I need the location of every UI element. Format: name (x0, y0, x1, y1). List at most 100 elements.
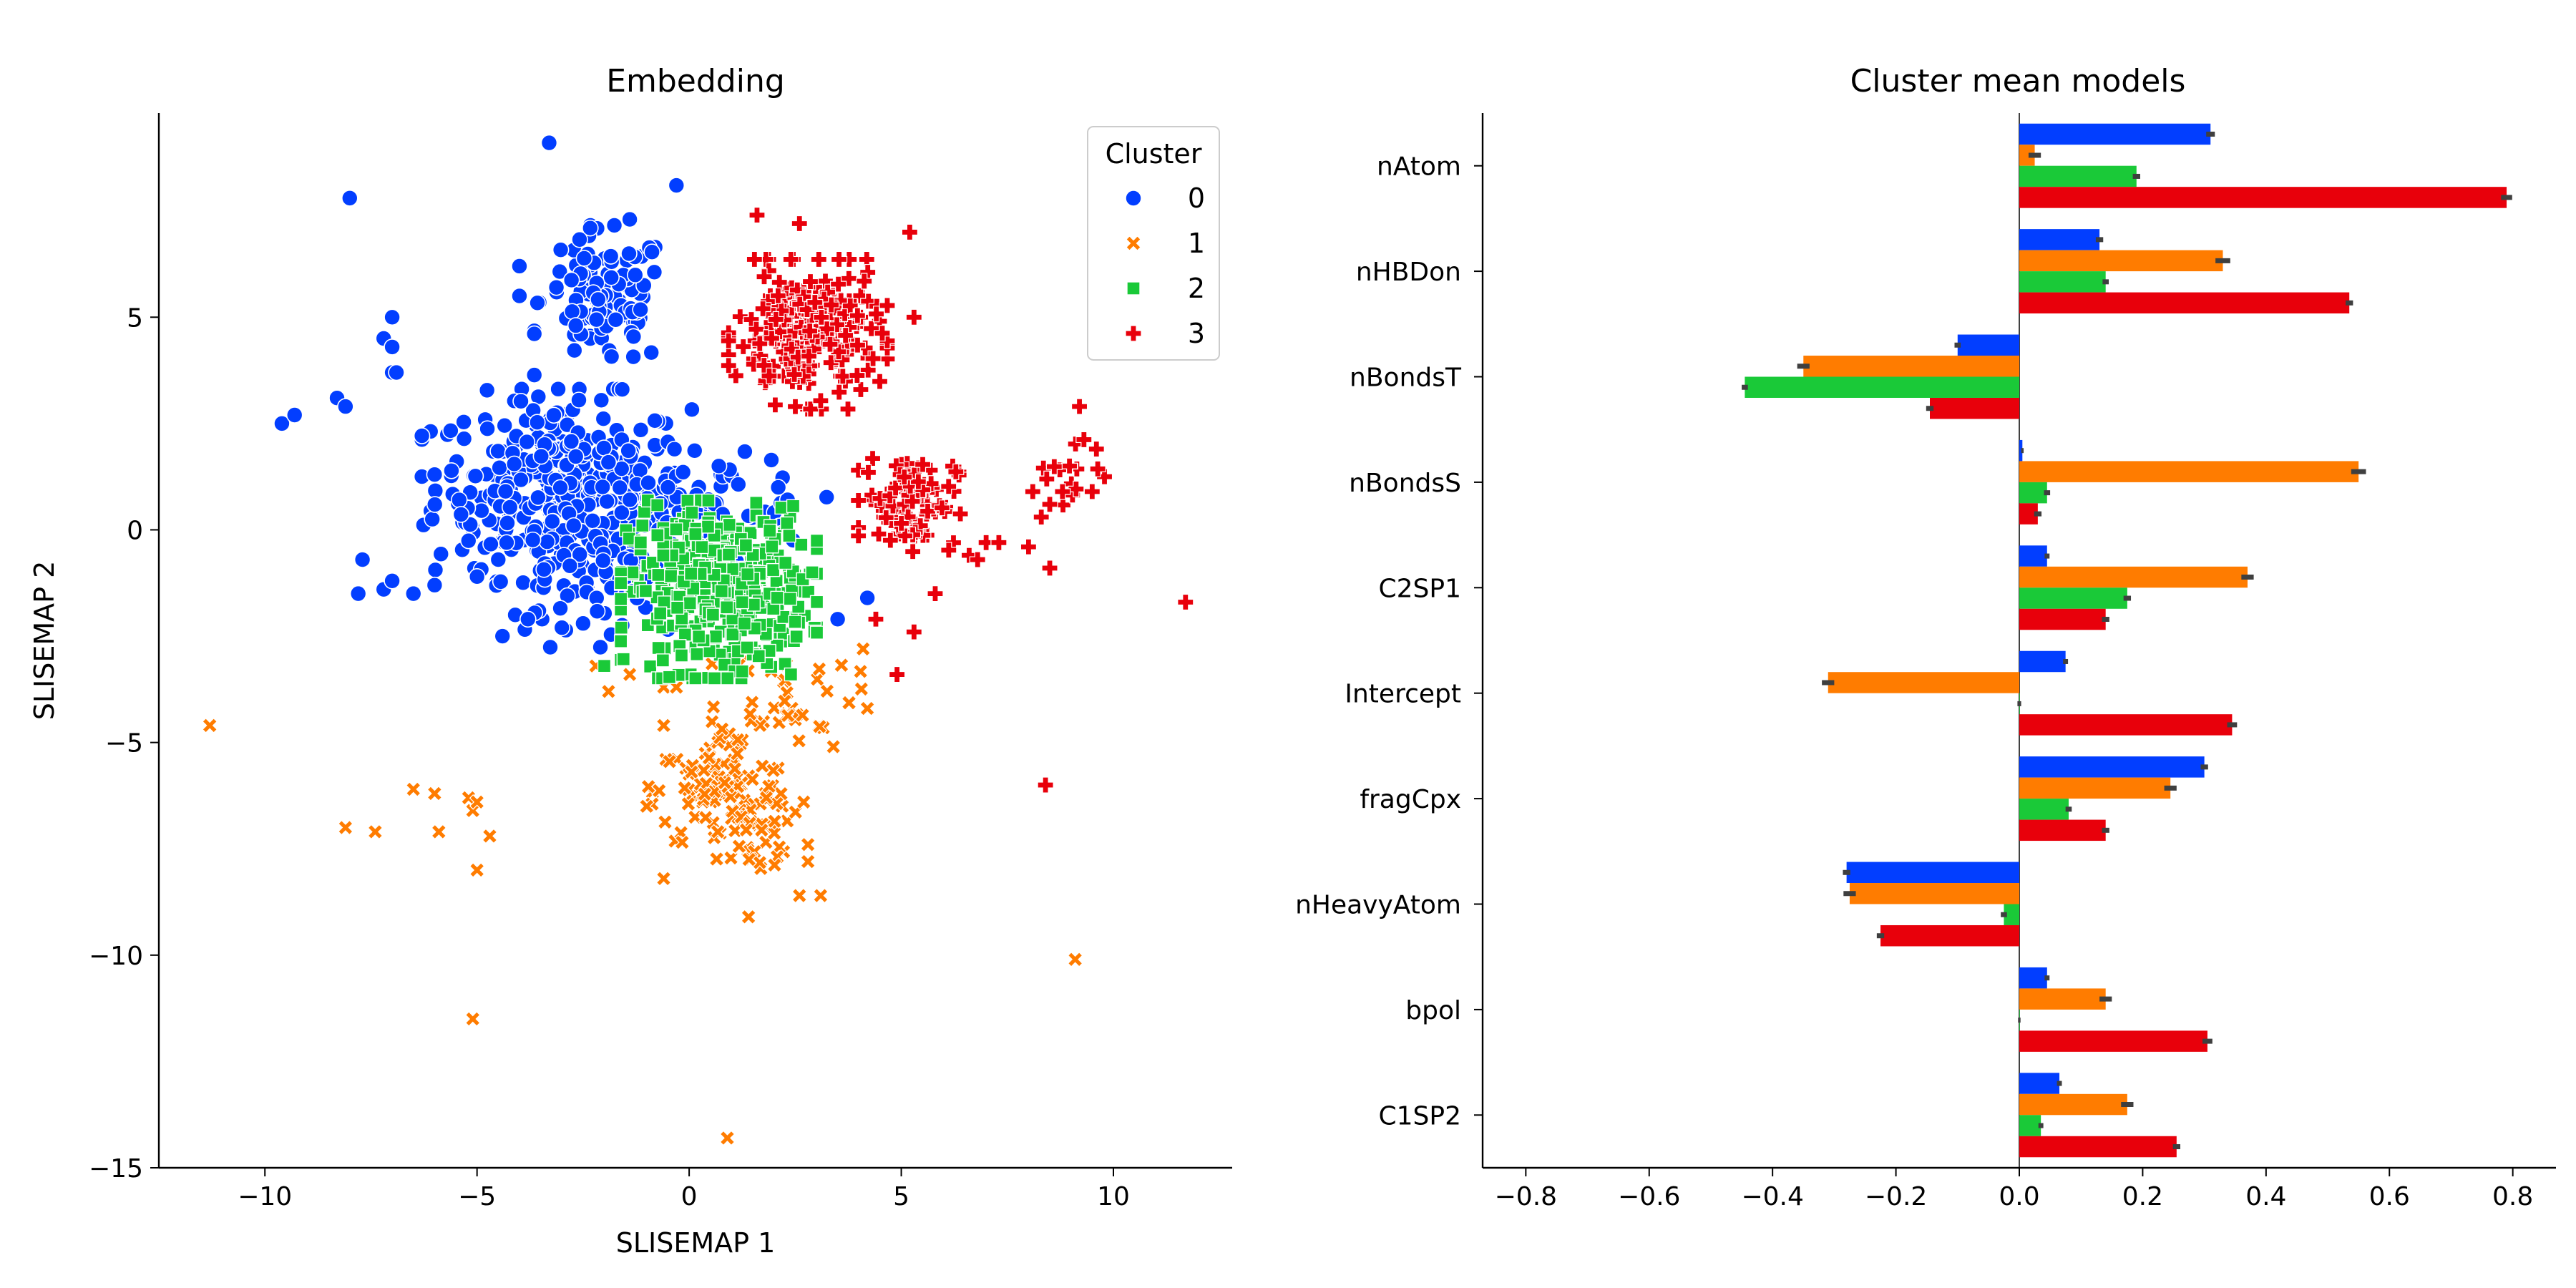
scatter-point (575, 250, 593, 267)
scatter-point (871, 373, 889, 390)
scatter-point (1068, 480, 1085, 497)
scatter-point (496, 416, 514, 434)
scatter-point (505, 455, 523, 473)
scatter-point (742, 706, 758, 722)
scatter-point (674, 648, 689, 663)
scatter-point (413, 427, 431, 444)
bar-x-tick-label: −0.2 (1865, 1182, 1927, 1211)
scatter-point (638, 798, 655, 814)
scatter-point (811, 661, 827, 677)
scatter-point (571, 230, 588, 248)
legend-marker-3 (1125, 325, 1142, 342)
bar-x-tick-label: −0.4 (1741, 1182, 1803, 1211)
scatter-point (821, 336, 839, 353)
scatter-point (499, 514, 516, 532)
scatter-point (625, 565, 640, 580)
scatter-point (529, 294, 546, 312)
scatter-point (698, 809, 714, 826)
scatter-legend: Cluster 0 1 2 3 (1087, 126, 1220, 361)
scatter-point (552, 479, 569, 497)
scatter-point (286, 406, 303, 424)
scatter-point (830, 250, 848, 268)
bar (1930, 397, 2019, 419)
scatter-point (491, 459, 508, 477)
scatter-point (542, 638, 559, 656)
bar (1803, 356, 2019, 377)
scatter-point (605, 217, 623, 234)
scatter-point (530, 489, 547, 507)
scatter-point (1037, 776, 1054, 794)
scatter-point (850, 527, 867, 545)
scatter-point (766, 396, 784, 414)
scatter-point (651, 783, 667, 799)
scatter-point (657, 814, 673, 830)
bar (2019, 587, 2127, 609)
scatter-point (611, 479, 629, 497)
scatter-point (469, 862, 485, 878)
bar-category-label: nBondsT (1350, 364, 1462, 393)
scatter-point (663, 569, 678, 583)
scatter-point (540, 134, 558, 152)
scatter-point (552, 600, 569, 617)
scatter-point (443, 462, 460, 479)
scatter-point (479, 420, 496, 438)
bar-series-1 (1797, 145, 2366, 1116)
bar (2019, 292, 2350, 314)
scatter-point (590, 291, 607, 308)
scatter-point (701, 493, 716, 508)
scatter-point (622, 666, 638, 683)
scatter-point (927, 585, 944, 602)
scatter-point (977, 534, 995, 551)
scatter-point (786, 366, 803, 384)
scatter-point (841, 695, 857, 711)
scatter-point (525, 366, 543, 384)
scatter-point (512, 392, 530, 410)
scatter-point (674, 464, 692, 481)
bar (2019, 1030, 2207, 1052)
scatter-point (1041, 496, 1058, 513)
scatter-point (802, 401, 819, 418)
scatter-point (670, 600, 685, 615)
scatter-point (524, 531, 542, 549)
bar (2019, 714, 2233, 736)
scatter-point (812, 392, 829, 409)
scatter-point (337, 398, 354, 415)
scatter-point (598, 492, 615, 510)
scatter-point (638, 584, 653, 598)
scatter-point (1054, 483, 1071, 500)
bar-category-labels: nAtom nHBDon nBondsT nBondsS C2SP1 Intercept f… (1295, 152, 1483, 1131)
scatter-point (780, 516, 794, 531)
scatter-point (614, 620, 628, 635)
scatter-point (800, 854, 816, 869)
scatter-point (850, 462, 867, 479)
scatter-point (643, 243, 660, 261)
scatter-point (595, 552, 612, 570)
scatter-point (651, 567, 665, 582)
scatter-point (676, 780, 693, 796)
scatter-point (1024, 483, 1041, 500)
scatter-point (721, 671, 735, 686)
scatter-point (489, 551, 507, 568)
scatter-point (498, 534, 515, 552)
scatter-point (813, 308, 830, 326)
bar (2019, 250, 2223, 272)
scatter-point (707, 671, 722, 686)
bar-category-label: fragCpx (1360, 785, 1461, 814)
scatter-point (766, 857, 783, 873)
scatter-point (829, 275, 847, 293)
bar-x-ticks: −0.8 −0.6 −0.4 −0.2 0.0 0.2 0.4 0.6 0.8 (1495, 1168, 2533, 1211)
scatter-y-tick-label: −10 (89, 942, 143, 971)
scatter-point (426, 466, 444, 484)
scatter-point (384, 572, 401, 590)
scatter-point (691, 629, 706, 644)
scatter-point (809, 595, 824, 610)
bar (2019, 145, 2035, 166)
bar (2019, 165, 2137, 187)
scatter-point (889, 665, 906, 683)
legend-frame (1087, 126, 1220, 361)
scatter-point (602, 248, 620, 265)
scatter-point (452, 506, 470, 523)
scatter-point (751, 649, 766, 663)
scatter-point (600, 683, 617, 700)
scatter-point (834, 368, 852, 385)
